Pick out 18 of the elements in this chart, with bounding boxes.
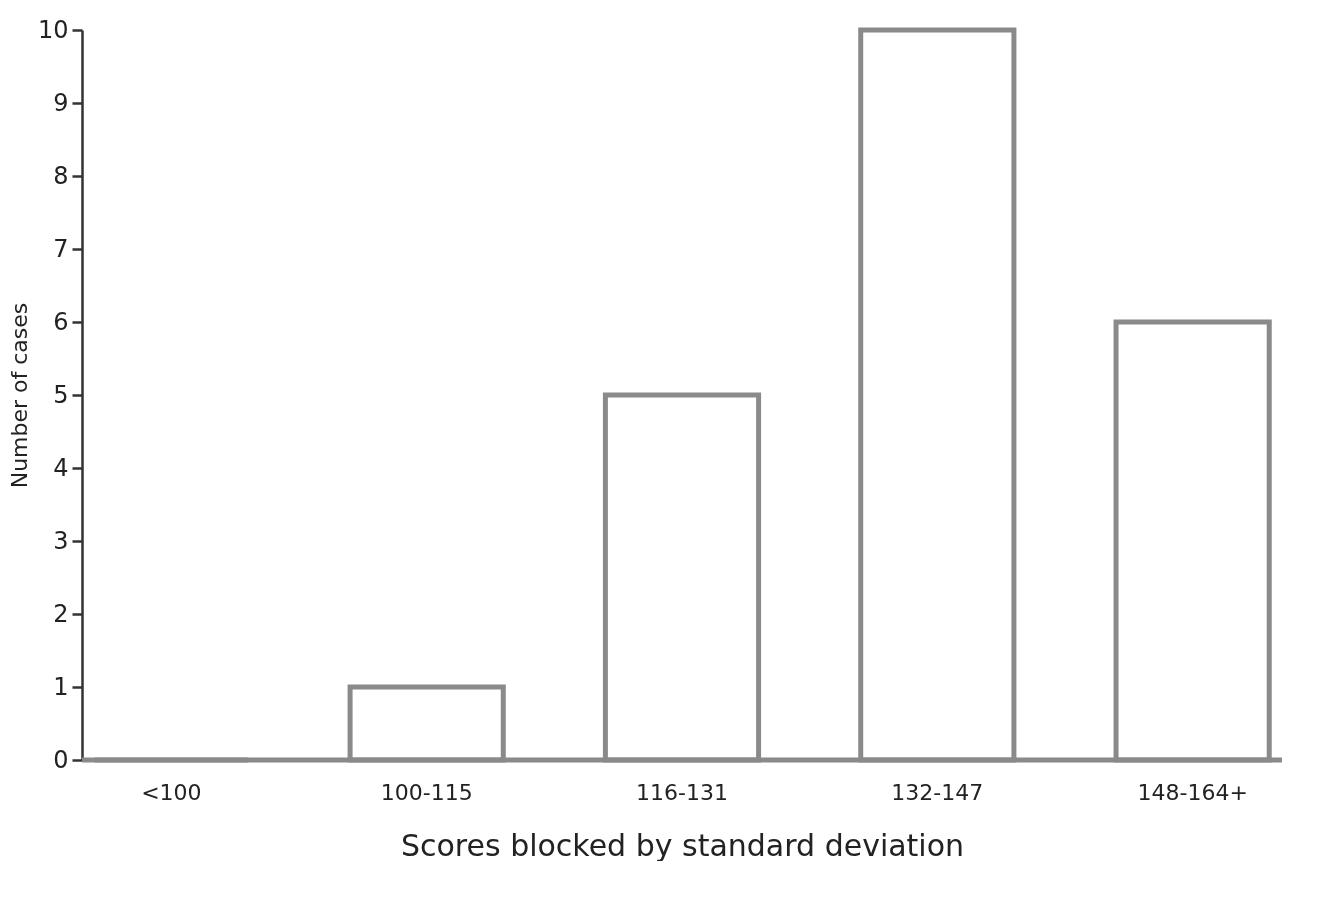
y-tick-label: 7 bbox=[53, 234, 69, 263]
y-tick-label: 2 bbox=[53, 599, 69, 628]
y-tick-label: 6 bbox=[53, 307, 69, 336]
y-tick-label: 8 bbox=[53, 161, 69, 190]
y-tick-label: 5 bbox=[53, 380, 69, 409]
x-tick-label: <100 bbox=[141, 779, 202, 805]
y-tick-label: 10 bbox=[37, 15, 69, 44]
x-tick-label: 148-164+ bbox=[1137, 779, 1248, 805]
x-tick-label: 132-147 bbox=[891, 779, 984, 805]
x-axis-title: Scores blocked by standard deviation bbox=[400, 827, 965, 863]
x-tick-label: 116-131 bbox=[636, 779, 728, 805]
y-axis-title: Number of cases bbox=[6, 302, 32, 489]
y-tick-label: 4 bbox=[53, 453, 69, 482]
y-tick-label: 0 bbox=[53, 745, 69, 774]
y-tick-label: 3 bbox=[53, 526, 69, 555]
x-tick-label: 100-115 bbox=[380, 779, 473, 805]
y-tick-label: 9 bbox=[53, 88, 69, 117]
y-tick-label: 1 bbox=[53, 672, 69, 701]
